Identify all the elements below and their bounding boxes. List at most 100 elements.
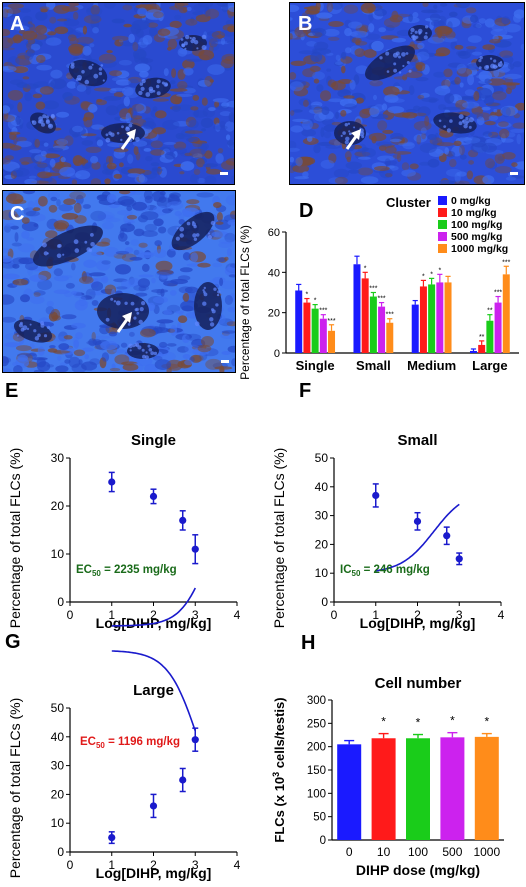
cell-nucleus xyxy=(347,122,351,126)
cell-nucleus xyxy=(458,121,463,126)
legend-swatch xyxy=(438,196,447,205)
x-category-label: Small xyxy=(356,358,391,373)
cell-nucleus xyxy=(449,119,453,123)
y-tick-label: 10 xyxy=(315,566,329,580)
cell-nucleus xyxy=(45,115,49,119)
cell-nucleus xyxy=(150,351,155,356)
cell-nucleus xyxy=(406,61,410,64)
bar xyxy=(303,302,311,353)
cell-nucleus xyxy=(43,334,48,338)
y-tick-label: 60 xyxy=(268,227,280,239)
micrograph-a-image xyxy=(3,3,234,184)
significance-mark: * xyxy=(314,298,317,305)
cell-nucleus xyxy=(398,71,402,74)
cell-nucleus xyxy=(408,69,412,73)
legend-swatch xyxy=(438,232,447,241)
x-tick-label: 0 xyxy=(67,858,74,872)
cell-nucleus xyxy=(184,47,187,51)
x-category-label: 1000 xyxy=(473,845,500,859)
cell-nucleus xyxy=(116,131,120,135)
data-point xyxy=(108,834,116,842)
cell-nucleus xyxy=(423,35,428,40)
cell-nucleus xyxy=(401,52,406,57)
x-tick-label: 3 xyxy=(456,608,463,622)
chart-title: Large xyxy=(133,682,174,699)
cell-nucleus xyxy=(353,126,356,129)
y-axis-label: FLCs (x 103 cells/testis) xyxy=(271,697,287,842)
cell-nucleus xyxy=(196,47,199,50)
bar xyxy=(474,736,499,840)
cell-nucleus xyxy=(180,38,184,41)
cell-nucleus xyxy=(393,68,397,73)
cell-nucleus xyxy=(50,114,55,119)
cell-nucleus xyxy=(153,351,158,356)
cell-nucleus xyxy=(386,70,390,73)
fetal-leydig-cell-cluster xyxy=(194,282,222,330)
bar xyxy=(478,344,486,353)
legend-label: 1000 mg/kg xyxy=(451,243,508,255)
y-axis-label: Percentage of total FLCs (%) xyxy=(7,448,23,629)
chart-large-dose-response: 0 10 20 30 40 50 0 1 2 3 4 Large Log[DIHP, mg/kg] Per… xyxy=(7,650,241,881)
data-point xyxy=(179,516,187,524)
y-tick-label: 20 xyxy=(268,308,280,320)
panel-letter-d: D xyxy=(299,200,314,222)
cell-nucleus xyxy=(130,301,135,306)
cell-nucleus xyxy=(145,92,151,97)
cell-nucleus xyxy=(179,233,184,238)
cell-nucleus xyxy=(417,28,423,34)
x-category-label: 100 xyxy=(408,845,428,859)
arrow-head xyxy=(351,129,361,140)
cell-nucleus xyxy=(202,289,205,292)
significance-mark: * xyxy=(306,292,309,299)
cell-nucleus xyxy=(340,134,343,137)
scale-bar xyxy=(221,360,229,363)
x-category-label: Single xyxy=(296,358,335,373)
significance-mark: * xyxy=(484,715,489,729)
cell-nucleus xyxy=(498,64,501,67)
cell-nucleus xyxy=(91,63,94,66)
panel-letter-a: A xyxy=(10,13,25,35)
cell-nucleus xyxy=(385,51,390,56)
cell-nucleus xyxy=(186,221,191,226)
cell-nucleus xyxy=(38,116,43,122)
cell-nucleus xyxy=(128,123,133,128)
y-tick-label: 10 xyxy=(51,816,65,830)
significance-mark: * xyxy=(422,273,425,280)
cell-nucleus xyxy=(147,344,151,348)
cell-nucleus xyxy=(46,325,51,329)
cell-nucleus xyxy=(88,248,93,252)
micrograph-b-image xyxy=(290,3,524,184)
panel-letter-h: H xyxy=(301,632,316,654)
fetal-leydig-cell-cluster xyxy=(171,211,215,251)
y-tick-label: 40 xyxy=(51,730,65,744)
panel-letter-e: E xyxy=(5,380,19,402)
panel-letter-f: F xyxy=(299,380,312,402)
x-tick-label: 2 xyxy=(150,608,157,622)
panel-letter-g: G xyxy=(5,631,21,653)
y-tick-label: 0 xyxy=(57,845,64,859)
cell-nucleus xyxy=(128,343,133,349)
x-axis-label: DIHP dose (mg/kg) xyxy=(356,862,480,878)
x-category-label: 0 xyxy=(346,845,353,859)
cell-nucleus xyxy=(141,301,146,306)
x-category-label: Medium xyxy=(407,358,456,373)
cell-nucleus xyxy=(465,122,469,125)
cell-nucleus xyxy=(203,290,206,294)
cell-nucleus xyxy=(33,329,37,333)
cell-nucleus xyxy=(479,56,483,60)
cell-nucleus xyxy=(209,322,215,327)
data-point xyxy=(372,491,380,500)
cell-nucleus xyxy=(124,301,128,305)
y-tick-label: 30 xyxy=(51,759,65,773)
micrograph-c: C xyxy=(2,190,236,373)
cell-nucleus xyxy=(45,120,51,125)
cell-nucleus xyxy=(148,348,153,352)
cell-nucleus xyxy=(127,323,131,326)
legend-label: 100 mg/kg xyxy=(451,219,502,231)
significance-mark: * xyxy=(416,716,421,730)
bar xyxy=(319,318,327,353)
cell-nucleus xyxy=(110,297,114,301)
cell-nucleus xyxy=(463,124,468,129)
